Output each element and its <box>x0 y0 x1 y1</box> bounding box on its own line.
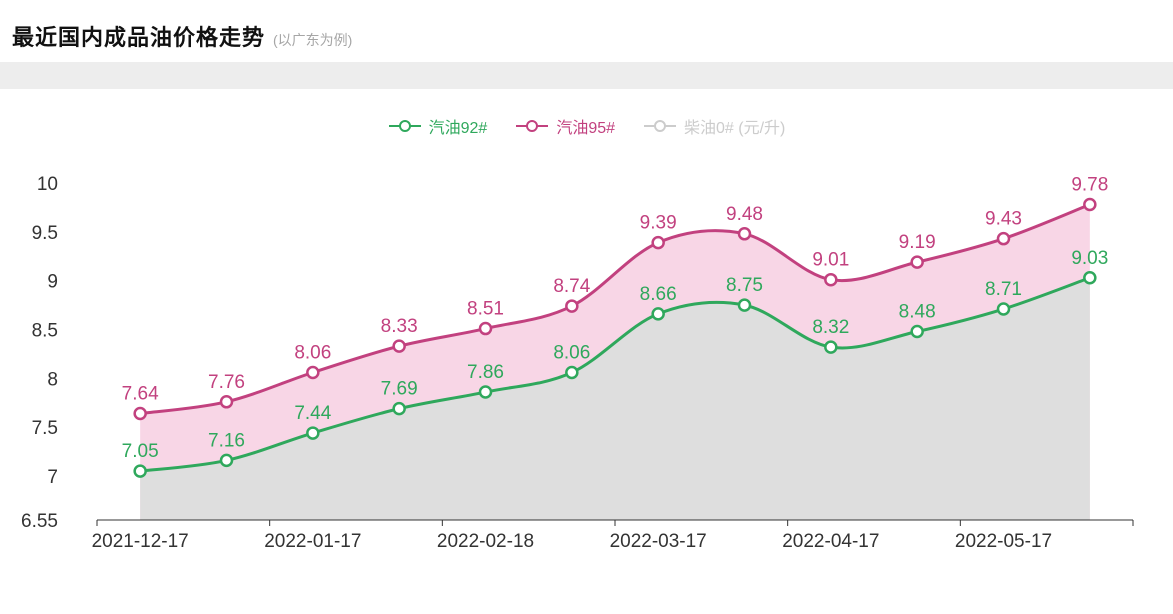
y-tick-label: 10 <box>37 174 58 195</box>
data-label: 8.51 <box>467 299 504 320</box>
data-label: 8.06 <box>553 343 590 364</box>
series-area <box>140 277 1090 520</box>
data-label: 7.05 <box>122 441 159 462</box>
data-label: 7.86 <box>467 362 504 383</box>
data-point-marker <box>1083 197 1097 212</box>
y-tick-label: 9.5 <box>32 223 58 244</box>
legend-item-0[interactable]: 汽油92# <box>388 114 488 138</box>
x-tick-label: 2022-01-17 <box>264 531 361 552</box>
data-point-marker <box>133 406 147 421</box>
data-point-marker <box>651 307 665 321</box>
data-label: 9.19 <box>899 232 936 253</box>
plot-svg: 2021-12-17 2022-01-17 2022-02-18 2022-03-17… <box>21 174 1134 552</box>
data-label: 9.48 <box>726 204 763 225</box>
data-label: 8.74 <box>553 276 590 297</box>
data-point-marker <box>565 365 579 380</box>
data-label: 7.69 <box>381 379 418 400</box>
data-label: 8.48 <box>899 301 936 322</box>
data-label: 9.39 <box>640 213 677 234</box>
data-point-marker <box>565 299 579 313</box>
data-point-marker <box>651 235 665 250</box>
data-point-marker <box>824 272 838 287</box>
data-point-marker <box>392 401 406 416</box>
data-label: 8.71 <box>985 279 1022 300</box>
data-label: 8.06 <box>294 343 331 364</box>
legend-line-circle-icon <box>388 120 421 132</box>
x-tick-label: 2021-12-17 <box>92 531 189 552</box>
y-tick-label: 7 <box>47 467 58 488</box>
data-point-marker <box>133 464 147 478</box>
data-point-marker <box>910 324 924 339</box>
data-point-marker <box>306 365 320 380</box>
data-point-marker <box>219 453 234 468</box>
data-label: 7.44 <box>294 403 331 424</box>
data-point-marker <box>1083 271 1097 285</box>
data-label: 8.75 <box>726 275 763 296</box>
page-subtitle: (以广东为例) <box>273 32 353 48</box>
legend-item-2[interactable]: 柴油0# (元/升) <box>643 114 785 138</box>
data-label: 9.43 <box>985 209 1022 230</box>
data-label: 7.64 <box>122 384 159 405</box>
divider-strip <box>0 62 1173 89</box>
data-label: 9.01 <box>812 250 849 271</box>
x-tick-label: 2022-02-18 <box>437 531 534 552</box>
data-point-marker <box>737 298 752 312</box>
data-point-marker <box>392 339 406 353</box>
legend-label: 汽油95# <box>556 120 616 137</box>
legend-line-circle-icon <box>516 120 549 132</box>
data-label: 9.78 <box>1071 174 1108 195</box>
legend-item-1[interactable]: 汽油95# <box>515 114 615 138</box>
legend: 汽油92# 汽油95# 柴油0# (元/升) <box>0 115 1173 137</box>
data-label: 7.16 <box>208 430 245 451</box>
data-point-marker <box>996 302 1011 316</box>
data-point-marker <box>996 231 1011 246</box>
data-label: 9.03 <box>1071 248 1108 269</box>
page-title: 最近国内成品油价格走势 <box>12 25 266 50</box>
legend-line-circle-icon <box>644 120 677 132</box>
legend-label: 汽油92# <box>428 120 488 137</box>
legend-label: 柴油0# (元/升) <box>684 120 786 137</box>
data-point-marker <box>737 227 752 241</box>
y-tick-label: 8.5 <box>32 321 58 342</box>
data-label: 8.66 <box>640 284 677 305</box>
x-tick-label: 2022-05-17 <box>955 531 1052 552</box>
data-label: 8.33 <box>381 316 418 337</box>
data-label: 7.76 <box>208 372 245 393</box>
y-tick-label: 7.5 <box>32 418 58 439</box>
data-point-marker <box>478 385 493 399</box>
x-tick-label: 2022-04-17 <box>782 531 879 552</box>
data-point-marker <box>219 395 234 409</box>
data-label: 8.32 <box>812 317 849 338</box>
y-tick-label: 6.55 <box>21 511 58 532</box>
data-point-marker <box>478 321 493 336</box>
y-tick-label: 9 <box>47 272 58 293</box>
data-point-marker <box>824 340 838 354</box>
chart-title-bar: 最近国内成品油价格走势 (以广东为例) <box>0 0 1173 62</box>
data-point-marker <box>306 426 320 440</box>
data-point-marker <box>910 255 924 269</box>
x-tick-label: 2022-03-17 <box>610 531 707 552</box>
price-trend-chart: 汽油92# 汽油95# 柴油0# (元/升) 2021-12-17 2022-01-1… <box>0 115 1173 587</box>
y-tick-label: 8 <box>47 369 58 390</box>
